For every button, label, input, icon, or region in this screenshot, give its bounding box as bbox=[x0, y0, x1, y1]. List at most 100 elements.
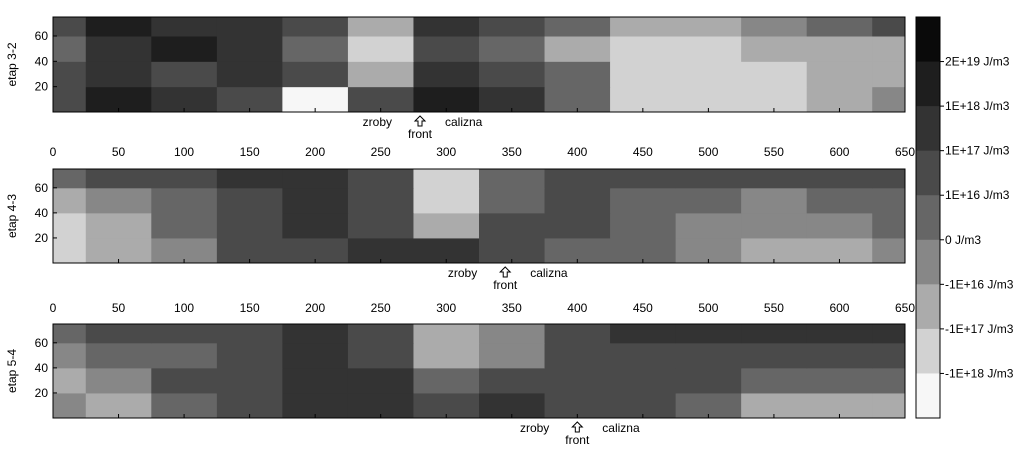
heatmap-cell bbox=[741, 169, 808, 189]
heatmap-cell bbox=[151, 212, 218, 239]
heatmap-cell bbox=[544, 367, 611, 394]
heatmap-cell bbox=[347, 324, 414, 344]
heatmap-cell bbox=[53, 86, 87, 113]
x-tick-label: 450 bbox=[633, 301, 653, 315]
y-tick-label: 40 bbox=[35, 206, 49, 220]
heatmap-cell bbox=[216, 36, 283, 62]
heatmap-cell bbox=[675, 169, 742, 189]
heatmap-cell bbox=[741, 212, 808, 239]
heatmap-cell bbox=[544, 187, 611, 214]
heatmap-cell bbox=[151, 17, 218, 37]
heatmap-cell bbox=[479, 169, 546, 189]
y-tick-label: 20 bbox=[35, 386, 49, 400]
plot-frame bbox=[52, 16, 906, 113]
heatmap-cell bbox=[872, 342, 906, 369]
heatmap-cell bbox=[806, 342, 873, 369]
x-tick-label: 50 bbox=[112, 301, 126, 315]
heatmap-cell bbox=[610, 17, 677, 37]
annotation-front: front bbox=[408, 127, 433, 141]
heatmap-cell bbox=[872, 169, 906, 189]
heatmap-cell bbox=[544, 61, 611, 88]
heatmap-cell bbox=[610, 169, 677, 189]
x-tick-label: 400 bbox=[567, 145, 587, 159]
y-axis-label: etap 4-3 bbox=[5, 194, 19, 238]
annotation-calizna: calizna bbox=[445, 115, 483, 129]
heatmap-cell bbox=[53, 342, 87, 369]
heatmap-cell bbox=[479, 187, 546, 214]
x-tick-label: 500 bbox=[698, 145, 718, 159]
heatmap-cell bbox=[347, 367, 414, 394]
heatmap-cell bbox=[479, 17, 546, 37]
heatmap-cell bbox=[806, 36, 873, 62]
heatmap-cell bbox=[413, 187, 480, 214]
x-tick-label: 650 bbox=[895, 301, 915, 315]
heatmap-cell bbox=[53, 237, 87, 264]
heatmap-cell bbox=[741, 342, 808, 369]
x-tick-label: 550 bbox=[764, 145, 784, 159]
heatmap-cell bbox=[282, 61, 349, 88]
heatmap-cell bbox=[741, 36, 808, 62]
x-tick-label: 50 bbox=[112, 145, 126, 159]
heatmap-cell bbox=[544, 36, 611, 62]
heatmap-cell bbox=[741, 61, 808, 88]
heatmap-cell bbox=[741, 367, 808, 394]
x-tick-label: 100 bbox=[174, 301, 194, 315]
front-arrow-icon bbox=[571, 421, 584, 433]
x-tick-label: 500 bbox=[698, 301, 718, 315]
heatmap-cell bbox=[544, 169, 611, 189]
x-tick-label: 600 bbox=[829, 301, 849, 315]
heatmap-cell bbox=[347, 36, 414, 62]
heatmap-cell bbox=[675, 212, 742, 239]
heatmap-cell bbox=[53, 187, 87, 214]
colorbar-frame bbox=[915, 16, 941, 419]
heatmap-cell bbox=[872, 61, 906, 88]
heatmap-cell bbox=[347, 212, 414, 239]
heatmap-cell bbox=[53, 392, 87, 419]
colorbar-label: -1E+17 J/m3 bbox=[945, 322, 1014, 336]
heatmap-cell bbox=[282, 36, 349, 62]
heatmap-cell bbox=[806, 187, 873, 214]
heatmap-cell bbox=[53, 17, 87, 37]
heatmap-cell bbox=[282, 212, 349, 239]
heatmap-cell bbox=[282, 187, 349, 214]
heatmap-cell bbox=[216, 169, 283, 189]
heatmap-cell bbox=[872, 324, 906, 344]
heatmap-cell bbox=[610, 367, 677, 394]
x-tick-label: 550 bbox=[764, 301, 784, 315]
y-axis-label: etap 3-2 bbox=[5, 42, 19, 86]
heatmap-cell bbox=[151, 342, 218, 369]
y-tick-label: 20 bbox=[35, 231, 49, 245]
heatmap-cell bbox=[675, 36, 742, 62]
annotation-calizna: calizna bbox=[602, 421, 640, 435]
annotation-calizna: calizna bbox=[530, 266, 568, 280]
heatmap-cell bbox=[413, 212, 480, 239]
heatmap-cell bbox=[85, 367, 152, 394]
heatmap-cell bbox=[282, 324, 349, 344]
heatmap-cell bbox=[216, 187, 283, 214]
heatmap-cell bbox=[741, 324, 808, 344]
annotation-zroby: zroby bbox=[448, 266, 477, 280]
heatmap-cell bbox=[479, 212, 546, 239]
colorbar-swatch bbox=[916, 106, 940, 152]
heatmap-cell bbox=[85, 342, 152, 369]
heatmap-cell bbox=[479, 342, 546, 369]
heatmap-cell bbox=[479, 367, 546, 394]
heatmap-cell bbox=[675, 367, 742, 394]
x-tick-label: 300 bbox=[436, 301, 456, 315]
x-tick-label: 0 bbox=[50, 301, 57, 315]
x-tick-label: 200 bbox=[305, 145, 325, 159]
colorbar-swatch bbox=[916, 373, 940, 419]
heatmap-cell bbox=[675, 61, 742, 88]
y-tick-label: 60 bbox=[35, 181, 49, 195]
heatmap-cell bbox=[872, 36, 906, 62]
annotation-zroby: zroby bbox=[520, 421, 549, 435]
heatmap-cell bbox=[610, 212, 677, 239]
colorbar-swatch bbox=[916, 284, 940, 330]
x-tick-label: 0 bbox=[50, 145, 57, 159]
heatmap-cell bbox=[544, 324, 611, 344]
heatmap-cell bbox=[347, 17, 414, 37]
colorbar-label: -1E+16 J/m3 bbox=[945, 277, 1014, 291]
heatmap-cell bbox=[151, 169, 218, 189]
heatmap-cell bbox=[53, 36, 87, 62]
